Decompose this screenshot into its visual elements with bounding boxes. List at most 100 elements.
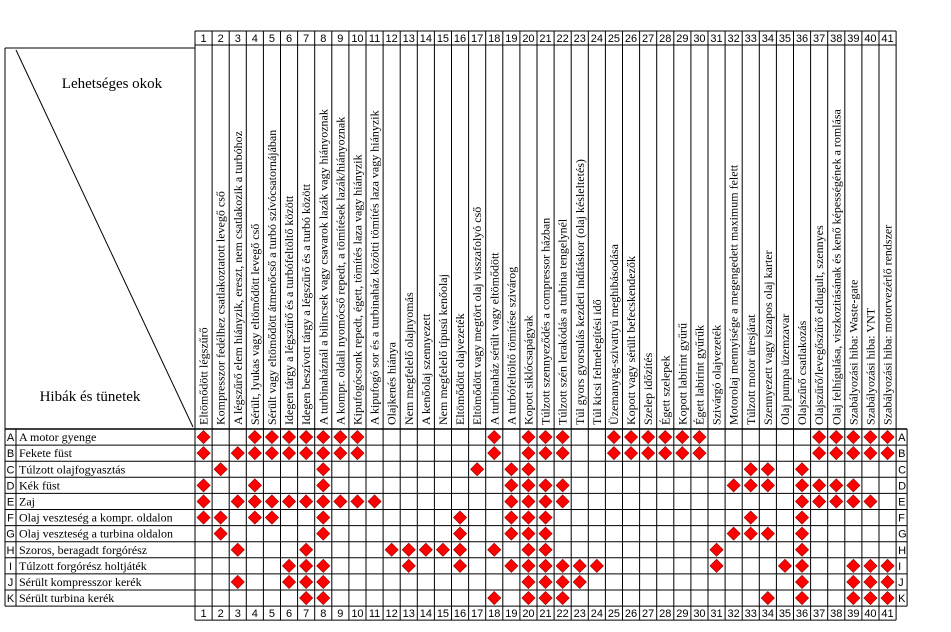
- matrix-mark-diamond: [453, 542, 468, 557]
- matrix-mark-diamond: [863, 430, 878, 445]
- column-number-bottom: 30: [693, 608, 705, 620]
- symptom-label: Szoros, beragadt forgórész: [19, 543, 147, 557]
- column-number-top: 9: [337, 33, 343, 45]
- cause-label: Túl gyors gyorsulás kezdeti indításkor (…: [573, 159, 587, 425]
- matrix-mark-diamond: [230, 542, 245, 557]
- symptom-label: Sérült kompresszor kerék: [19, 575, 142, 589]
- matrix-mark-diamond: [487, 430, 502, 445]
- row-letter-left: H: [7, 545, 15, 557]
- cause-label: Szivárgó olajvezeték: [710, 325, 724, 425]
- matrix-mark-diamond: [777, 558, 792, 573]
- cause-label: Szennyezett vagy iszapos olaj karter: [761, 250, 775, 425]
- cause-label: Eltömődött olajvezeték: [453, 313, 467, 425]
- column-number-top: 10: [351, 33, 363, 45]
- cause-label: Túlzott szén lerakódás a turbina tengely…: [556, 218, 570, 425]
- column-number-top: 7: [303, 33, 309, 45]
- matrix-mark-diamond: [795, 591, 810, 606]
- column-number-top: 14: [420, 33, 432, 45]
- matrix-mark-diamond: [829, 478, 844, 493]
- matrix-mark-diamond: [521, 462, 536, 477]
- column-number-top: 34: [762, 33, 774, 45]
- matrix-mark-diamond: [846, 558, 861, 573]
- matrix-mark-diamond: [641, 446, 656, 461]
- symptom-label: Zaj: [19, 494, 35, 508]
- matrix-mark-diamond: [264, 510, 279, 525]
- matrix-mark-diamond: [538, 446, 553, 461]
- matrix-mark-diamond: [812, 430, 827, 445]
- column-number-bottom: 18: [488, 608, 500, 620]
- matrix-mark-diamond: [846, 494, 861, 509]
- matrix-mark-diamond: [624, 430, 639, 445]
- cause-label: Szabályozási hiba: motorvezérlő rendszer: [881, 225, 895, 425]
- matrix-mark-diamond: [538, 558, 553, 573]
- matrix-mark-diamond: [213, 462, 228, 477]
- matrix-mark-diamond: [521, 526, 536, 541]
- cause-label: Olaj felhígulása, viszkozitásának és ken…: [829, 108, 843, 425]
- cause-label: Szabályozási hiba: VNT: [863, 307, 877, 425]
- column-number-top: 20: [522, 33, 534, 45]
- column-number-bottom: 25: [608, 608, 620, 620]
- matrix-mark-diamond: [487, 591, 502, 606]
- column-number-bottom: 13: [403, 608, 415, 620]
- cause-label: A turbinaháznál a bilincsek vagy csavaro…: [316, 109, 330, 425]
- column-number-top: 12: [386, 33, 398, 45]
- column-number-bottom: 2: [218, 608, 224, 620]
- matrix-mark-diamond: [538, 574, 553, 589]
- column-number-top: 6: [286, 33, 292, 45]
- column-number-bottom: 33: [745, 608, 757, 620]
- matrix-mark-diamond: [846, 591, 861, 606]
- column-number-bottom: 20: [522, 608, 534, 620]
- column-number-bottom: 19: [505, 608, 517, 620]
- cause-label: Kipufogócsonk repedt, égett, tömítés laz…: [350, 154, 364, 425]
- matrix-mark-diamond: [829, 494, 844, 509]
- matrix-mark-diamond: [350, 494, 365, 509]
- matrix-mark-diamond: [760, 526, 775, 541]
- column-number-top: 35: [779, 33, 791, 45]
- matrix-mark-diamond: [504, 462, 519, 477]
- column-number-bottom: 10: [351, 608, 363, 620]
- cause-label: Idegen tárgy a légszűrő és a turbófeltöl…: [282, 195, 296, 425]
- matrix-mark-diamond: [795, 574, 810, 589]
- matrix-mark-diamond: [880, 446, 895, 461]
- matrix-mark-diamond: [299, 446, 314, 461]
- column-number-top: 23: [574, 33, 586, 45]
- matrix-mark-diamond: [196, 494, 211, 509]
- matrix-mark-diamond: [230, 494, 245, 509]
- matrix-mark-diamond: [282, 446, 297, 461]
- column-number-top: 3: [235, 33, 241, 45]
- cause-label: Motorolaj mennyisége a megengedett maxim…: [727, 164, 741, 425]
- bottom-column-numbers: 1 2 3 4 5 6 7 8 9 10 11 12 13 14 15 16 17 18 19 20 21 22 23 24 2…: [200, 608, 893, 620]
- matrix-mark-diamond: [863, 574, 878, 589]
- column-number-bottom: 35: [779, 608, 791, 620]
- matrix-mark-diamond: [555, 558, 570, 573]
- causes-title: Lehetséges okok: [62, 76, 163, 92]
- matrix-mark-diamond: [299, 430, 314, 445]
- matrix-mark-diamond: [418, 542, 433, 557]
- cause-label: Nem megfelelő típusú kenőolaj: [436, 274, 450, 425]
- column-number-top: 21: [539, 33, 551, 45]
- column-number-top: 41: [881, 33, 893, 45]
- matrix-mark-diamond: [606, 446, 621, 461]
- matrix-mark-diamond: [658, 446, 673, 461]
- matrix-mark-diamond: [829, 430, 844, 445]
- column-number-top: 5: [269, 33, 275, 45]
- matrix-mark-diamond: [504, 558, 519, 573]
- matrix-mark-diamond: [863, 494, 878, 509]
- matrix-mark-diamond: [846, 574, 861, 589]
- matrix-mark-diamond: [316, 462, 331, 477]
- cause-label: Túlzott motor üresjárat: [744, 314, 758, 425]
- column-number-bottom: 22: [557, 608, 569, 620]
- matrix-mark-diamond: [812, 478, 827, 493]
- matrix-mark-diamond: [316, 478, 331, 493]
- row-letter-right: G: [898, 529, 907, 541]
- matrix-mark-diamond: [675, 446, 690, 461]
- matrix-mark-diamond: [282, 574, 297, 589]
- matrix-mark-diamond: [504, 478, 519, 493]
- cause-label: Kompresszor fedélhez csatlakoztatott lev…: [214, 191, 228, 425]
- matrix-mark-diamond: [504, 510, 519, 525]
- matrix-mark-diamond: [316, 558, 331, 573]
- row-letter-left: J: [8, 577, 14, 589]
- matrix-mark-diamond: [230, 446, 245, 461]
- matrix-mark-diamond: [521, 558, 536, 573]
